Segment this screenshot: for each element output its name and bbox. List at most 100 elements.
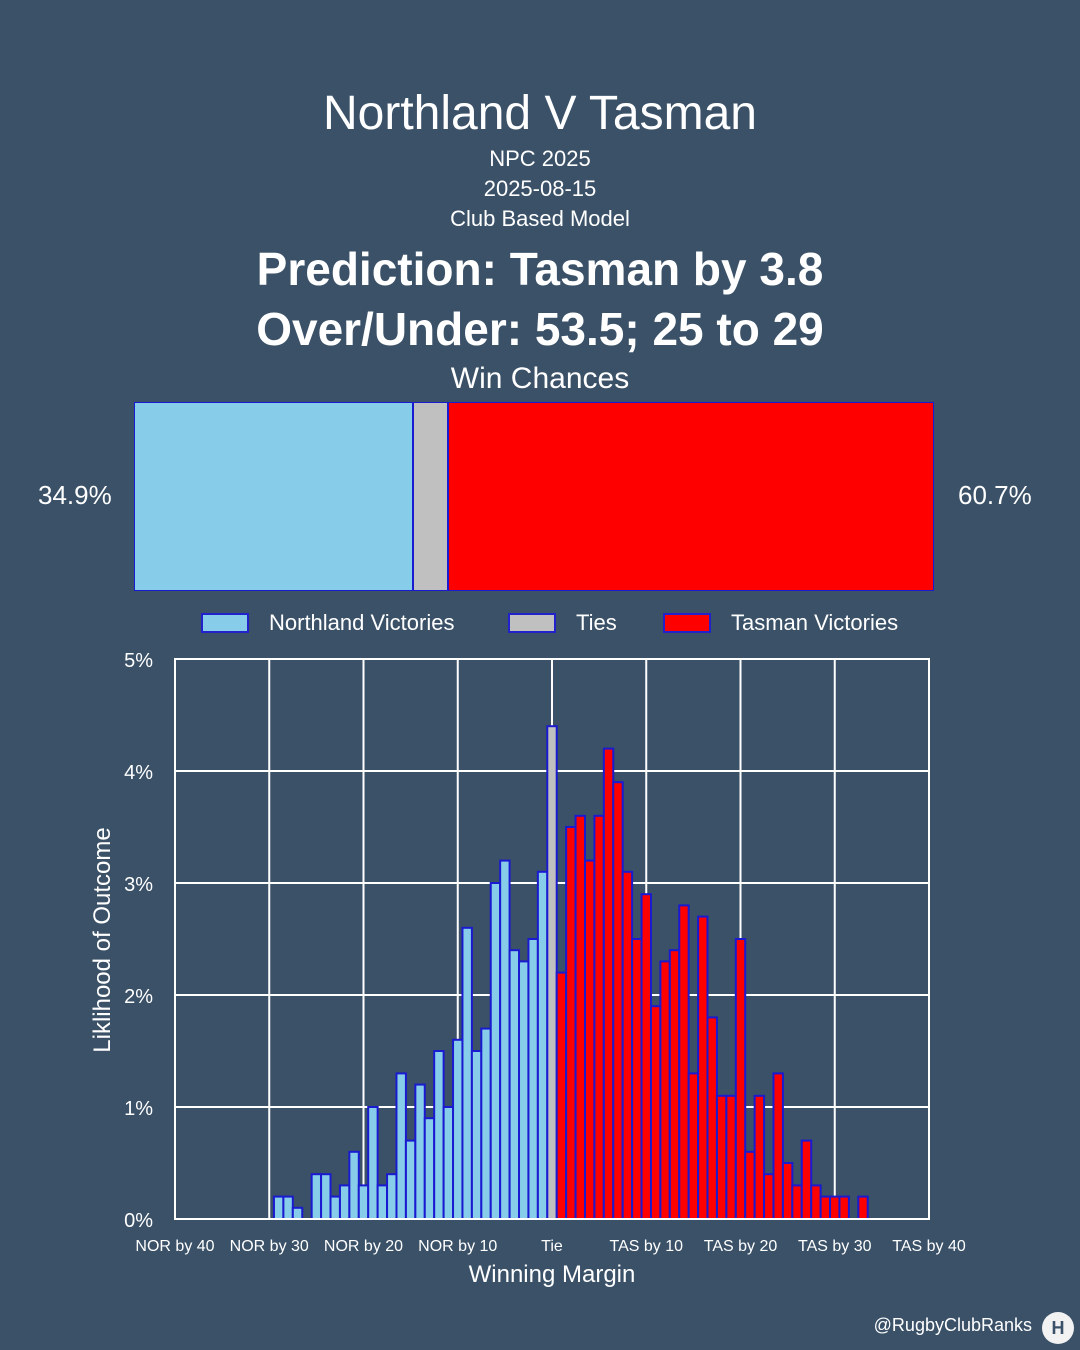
legend-item-tasman: Tasman Victories <box>663 610 898 636</box>
histogram-bar <box>414 1083 426 1220</box>
tasman-win-pct: 60.7% <box>958 480 1032 510</box>
x-tick-label: TAS by 30 <box>798 1238 872 1255</box>
histogram-bar <box>536 870 549 1220</box>
histogram-bar <box>470 1050 483 1220</box>
logo-icon: H <box>1042 1312 1074 1344</box>
histogram-bar <box>565 826 577 1220</box>
histogram-bar <box>781 1162 794 1220</box>
histogram-bar <box>282 1195 294 1220</box>
plot-frame <box>174 658 930 1220</box>
legend-swatch-tasman <box>663 613 711 633</box>
histogram-bar <box>338 1184 351 1221</box>
histogram-bar <box>404 1139 417 1220</box>
histogram-bar <box>489 882 502 1220</box>
histogram-bar <box>612 781 624 1220</box>
histogram-bar <box>555 971 568 1220</box>
histogram-bar <box>621 870 634 1220</box>
histogram-bar <box>310 1173 323 1220</box>
histogram-bar <box>593 814 605 1220</box>
histogram-bar <box>508 949 521 1220</box>
histogram-bar <box>678 904 690 1221</box>
histogram-bar <box>668 949 681 1220</box>
histogram-bar <box>715 1094 728 1221</box>
win-chances-label: Win Chances <box>450 362 630 395</box>
histogram-bar <box>433 1050 445 1220</box>
x-tick-label: Tie <box>541 1238 563 1255</box>
margin-distribution-chart: 0% 1% 2% 3% 4% 5% NOR by 40 NOR by 30 NOR by 20 N… <box>89 650 966 1288</box>
legend-swatch-ties <box>508 613 556 633</box>
competition-label: NPC 2025 <box>489 146 591 171</box>
histogram-bar <box>461 926 473 1220</box>
histogram-bar <box>376 1184 389 1221</box>
model-label: Club Based Model <box>450 206 630 231</box>
histogram-bar <box>631 938 643 1220</box>
x-tick-label: NOR by 10 <box>418 1238 497 1255</box>
histogram-bar <box>659 960 671 1221</box>
histogram-bar <box>452 1038 464 1221</box>
y-tick-label: 5% <box>124 650 153 672</box>
histogram-bar <box>838 1195 850 1220</box>
legend-item-northland: Northland Victories <box>201 610 454 636</box>
histogram-bar <box>583 859 596 1220</box>
chart-title: Northland V Tasman <box>322 87 757 140</box>
histogram-bar <box>819 1195 832 1220</box>
legend-label-tasman: Tasman Victories <box>731 610 899 635</box>
histogram-bar <box>329 1195 341 1220</box>
histogram-bar <box>810 1184 822 1221</box>
y-tick-label: 3% <box>124 874 153 896</box>
histogram-bar <box>640 893 652 1220</box>
win-chances-bar <box>134 402 934 593</box>
histogram-bar <box>744 1150 756 1221</box>
tasman-win-segment <box>448 402 934 591</box>
x-tick-label: NOR by 30 <box>230 1238 309 1255</box>
histogram-bar <box>442 1106 455 1220</box>
northland-win-pct: 34.9% <box>38 480 112 510</box>
legend-label-ties: Ties <box>576 610 617 635</box>
histogram-bar <box>527 938 539 1220</box>
histogram-bar <box>395 1072 407 1221</box>
histogram-bar <box>386 1173 398 1220</box>
histogram-bar <box>725 1094 737 1221</box>
y-tick-label: 4% <box>124 762 153 784</box>
tie-segment <box>413 402 449 591</box>
x-tick-label: TAS by 20 <box>704 1238 778 1255</box>
northland-win-segment <box>134 402 414 591</box>
histogram-bar <box>574 814 586 1220</box>
histogram-bar <box>772 1072 784 1221</box>
y-tick-label: 2% <box>124 986 153 1008</box>
histogram-bar <box>753 1094 766 1221</box>
histogram-bar <box>829 1195 841 1220</box>
histogram-bar <box>272 1195 285 1220</box>
histogram-bar <box>602 747 615 1220</box>
histogram-bar <box>367 1106 379 1220</box>
x-tick-label: TAS by 10 <box>609 1238 683 1255</box>
over-under-text: Over/Under: 53.5; 25 to 29 <box>256 303 824 355</box>
histogram-bar <box>480 1027 492 1220</box>
legend: Northland Victories Ties Tasman Victorie… <box>0 610 1080 642</box>
match-date: 2025-08-15 <box>483 176 597 201</box>
x-tick-label: NOR by 20 <box>324 1238 403 1255</box>
x-axis-label: Winning Margin <box>469 1261 636 1288</box>
y-axis-label: Liklihood of Outcome <box>89 827 116 1052</box>
histogram-bar <box>291 1206 304 1221</box>
histogram-bar <box>687 1072 700 1221</box>
legend-label-northland: Northland Victories <box>269 610 455 635</box>
histogram-bar <box>348 1150 360 1221</box>
y-tick-label: 1% <box>124 1098 153 1120</box>
histogram-bar <box>423 1117 436 1220</box>
histogram-bar <box>357 1184 370 1221</box>
legend-swatch-northland <box>201 613 249 633</box>
x-tick-label: TAS by 40 <box>892 1238 966 1255</box>
histogram-bar <box>791 1184 803 1221</box>
prediction-text: Prediction: Tasman by 3.8 <box>256 243 824 295</box>
histogram-bar <box>499 859 511 1220</box>
histogram-bar <box>518 960 530 1221</box>
x-tick-label: NOR by 40 <box>135 1238 214 1255</box>
histogram-bar <box>763 1173 775 1220</box>
legend-item-ties: Ties <box>508 610 617 636</box>
y-tick-label: 0% <box>124 1210 153 1232</box>
histogram-bar <box>649 1005 662 1221</box>
twitter-handle: @RugbyClubRanks <box>873 1315 1032 1335</box>
histogram-bar <box>734 938 747 1220</box>
histogram-bar <box>320 1173 332 1220</box>
